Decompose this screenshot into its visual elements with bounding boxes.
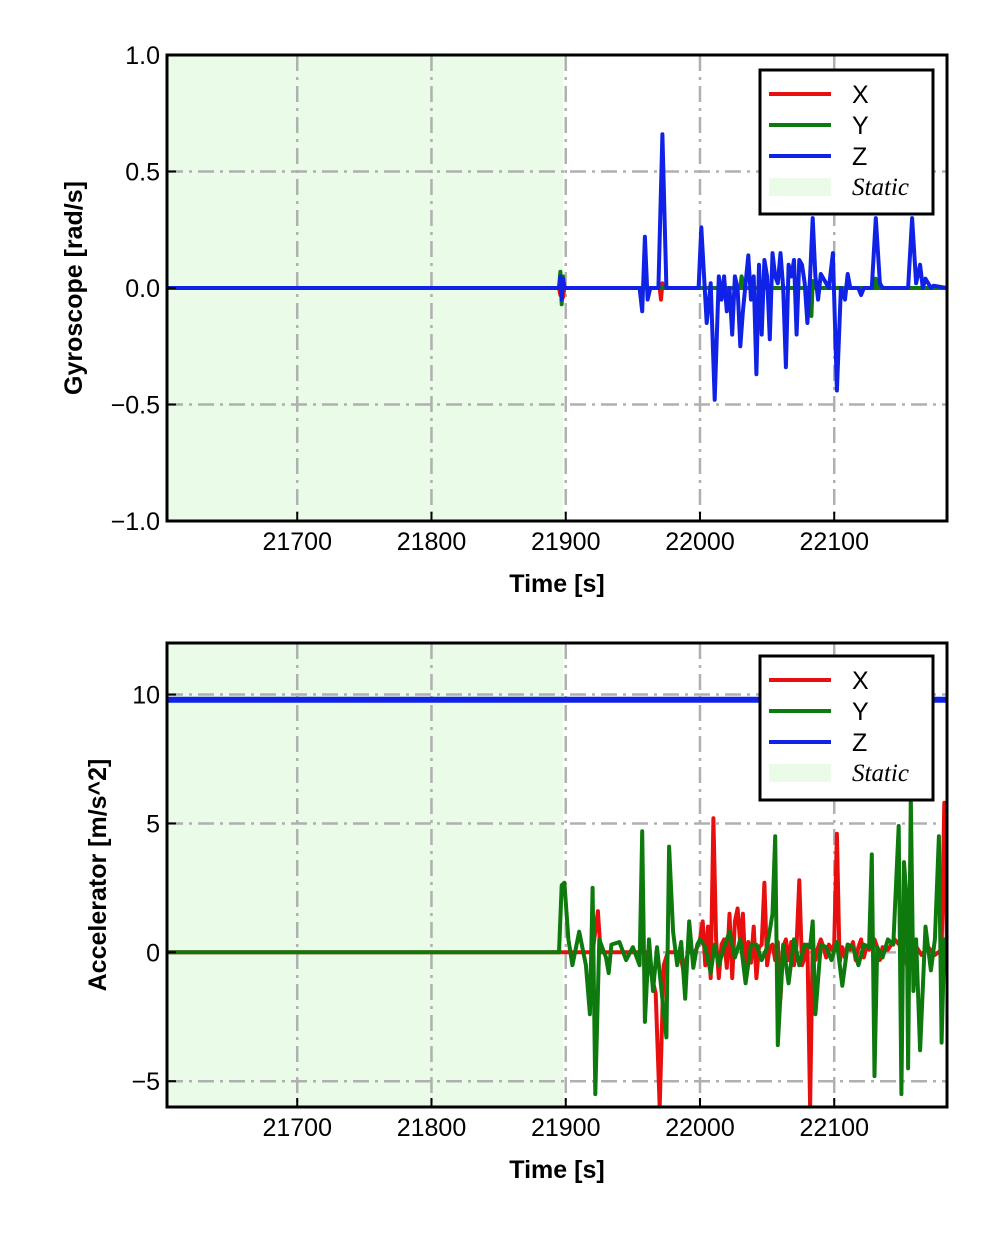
x-axis-title: Time [s] <box>509 570 604 598</box>
y-tick-label: 1.0 <box>125 42 160 70</box>
legend-label-static: Static <box>852 760 909 787</box>
series-group <box>167 132 947 402</box>
x-tick-label: 21800 <box>397 528 467 556</box>
x-tick-label: 22000 <box>665 528 735 556</box>
y-tick-label: 10 <box>132 682 160 710</box>
y-tick-label: 0.5 <box>125 159 160 187</box>
legend-label-z: Z <box>852 729 867 757</box>
gyroscope-panel: 21700 21800 21900 22000 22100 −1.0 −0.5 0.0 0.5 1… <box>60 42 949 598</box>
series-z-line <box>167 132 947 402</box>
legend-label-x: X <box>852 667 869 695</box>
axes-frame <box>165 641 949 1109</box>
y-tick-label: 5 <box>146 810 160 838</box>
legend-label-y: Y <box>852 112 869 140</box>
legend-swatch-static <box>769 764 831 782</box>
y-axis-title: Accelerator [m/s^2] <box>84 759 112 992</box>
legend: XYZ Static <box>758 654 935 802</box>
y-axis-title: Gyroscope [rad/s] <box>60 181 88 395</box>
legend-label-x: X <box>852 81 869 109</box>
y-tick-label: −0.5 <box>111 392 160 420</box>
accelerator-panel: 21700 21800 21900 22000 22100 −5 0 5 10 Time [s] A… <box>84 641 949 1184</box>
x-tick-label: 22100 <box>799 528 869 556</box>
y-tick-label: 0.0 <box>125 275 160 303</box>
series-y-line <box>167 795 947 1097</box>
legend-label-z: Z <box>852 143 867 171</box>
x-tick-label: 21700 <box>262 1114 332 1142</box>
x-tick-label: 22100 <box>799 1114 869 1142</box>
x-tick-label: 22000 <box>665 1114 735 1142</box>
x-tick-label: 21800 <box>397 1114 467 1142</box>
legend-label-static: Static <box>852 174 909 201</box>
x-axis-title: Time [s] <box>509 1156 604 1184</box>
y-tick-label: −5 <box>131 1068 160 1096</box>
x-tick-label: 21900 <box>531 1114 601 1142</box>
legend-label-y: Y <box>852 698 869 726</box>
y-tick-label: −1.0 <box>111 508 160 536</box>
legend-swatch-static <box>769 178 831 196</box>
legend: XYZ Static <box>758 68 935 216</box>
x-tick-label: 21700 <box>262 528 332 556</box>
y-tick-label: 0 <box>146 939 160 967</box>
static-region <box>167 643 564 1107</box>
x-tick-label: 21900 <box>531 528 601 556</box>
